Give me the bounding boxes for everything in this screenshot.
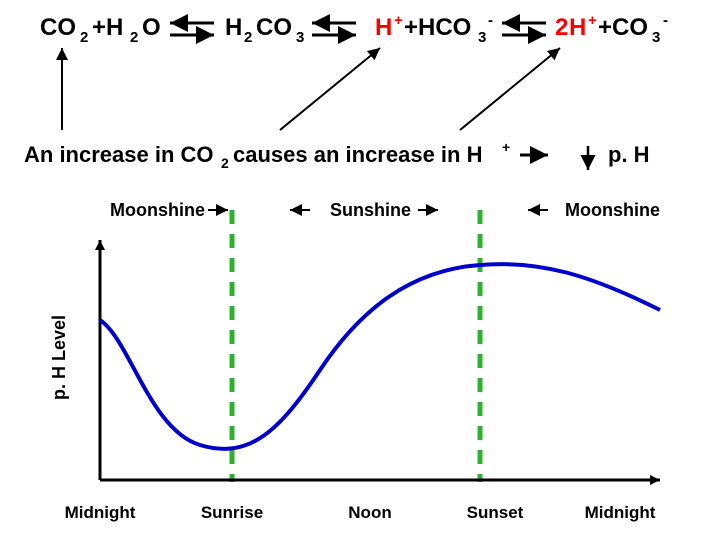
svg-text:2: 2 xyxy=(130,29,138,46)
svg-text:Midnight: Midnight xyxy=(65,503,136,522)
svg-text:+: + xyxy=(588,12,597,29)
svg-text:3: 3 xyxy=(478,29,486,46)
svg-text:Moonshine: Moonshine xyxy=(110,200,205,220)
svg-text:2: 2 xyxy=(80,29,88,46)
svg-text:Sunrise: Sunrise xyxy=(201,503,263,522)
svg-text:Sunshine: Sunshine xyxy=(330,200,411,220)
svg-text:Moonshine: Moonshine xyxy=(565,200,660,220)
svg-text:3: 3 xyxy=(652,29,660,46)
svg-text:An increase in CO: An increase in CO xyxy=(24,142,214,167)
svg-text:3: 3 xyxy=(296,29,304,46)
svg-text:p. H Level: p. H Level xyxy=(49,315,69,400)
svg-text:Noon: Noon xyxy=(348,503,391,522)
svg-text:O: O xyxy=(142,14,161,41)
svg-text:CO: CO xyxy=(40,14,76,41)
diagram-svg: CO2+H2OH2CO3H++HCO3-2H++CO3-An increase … xyxy=(0,0,720,540)
svg-text:+HCO: +HCO xyxy=(404,14,471,41)
svg-text:Sunset: Sunset xyxy=(467,503,524,522)
svg-text:2: 2 xyxy=(555,14,568,41)
svg-text:2: 2 xyxy=(244,29,252,46)
svg-text:+H: +H xyxy=(92,14,123,41)
svg-text:-: - xyxy=(663,12,668,29)
svg-text:p. H: p. H xyxy=(608,142,650,167)
svg-text:Midnight: Midnight xyxy=(585,503,656,522)
svg-text:+: + xyxy=(502,139,510,155)
svg-text:-: - xyxy=(488,12,493,29)
svg-text:2: 2 xyxy=(221,155,229,171)
svg-text:H: H xyxy=(375,14,392,41)
svg-text:H: H xyxy=(569,14,586,41)
svg-text:causes an increase in H: causes an increase in H xyxy=(233,142,482,167)
svg-text:CO: CO xyxy=(256,14,292,41)
svg-text:+CO: +CO xyxy=(598,14,648,41)
svg-text:+: + xyxy=(394,12,403,29)
svg-text:H: H xyxy=(225,14,242,41)
